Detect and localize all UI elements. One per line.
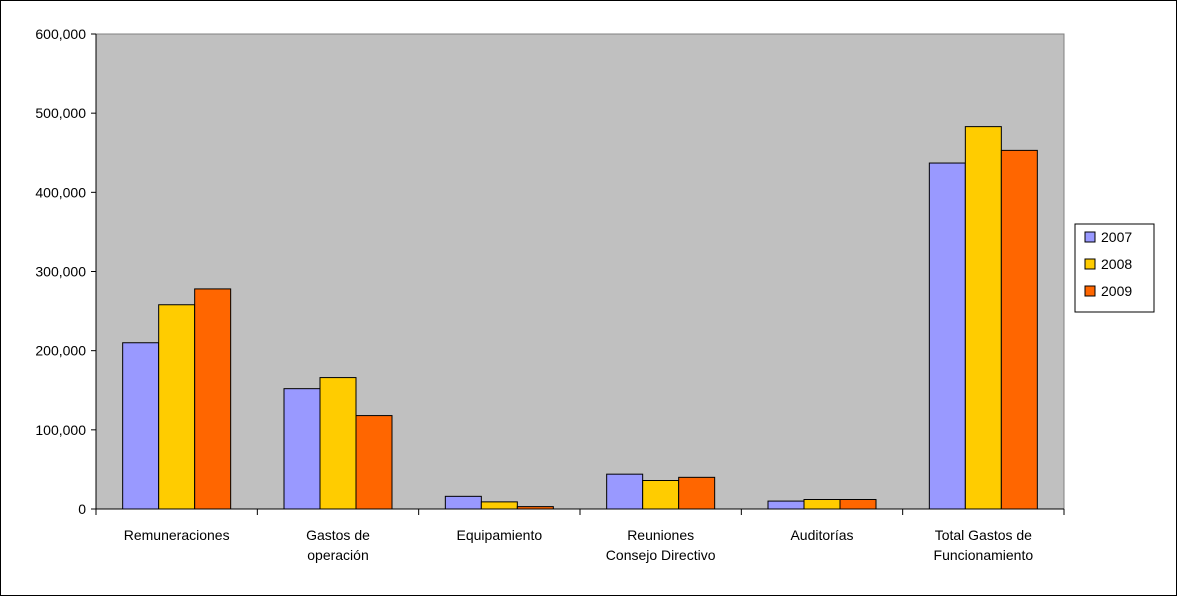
- bar-2009-2: [516, 506, 554, 510]
- bar-2007-1: [283, 388, 321, 510]
- bar-2009-4: [839, 499, 877, 510]
- x-category-label: Equipamiento: [457, 527, 543, 543]
- x-category-label: Gastos de: [306, 527, 370, 543]
- bar-2009-5: [1000, 149, 1038, 510]
- bar-2008-1: [319, 377, 357, 510]
- legend-label: 2009: [1101, 283, 1132, 299]
- legend-label: 2008: [1101, 256, 1132, 272]
- bar-2009-3: [678, 476, 716, 510]
- legend-swatch-2008: [1084, 258, 1096, 270]
- bar-2007-2: [444, 495, 482, 510]
- bar-2008-4: [803, 499, 841, 510]
- x-category-label: Remuneraciones: [124, 527, 230, 543]
- bar-2008-3: [642, 480, 680, 510]
- bar-2008-0: [158, 304, 196, 510]
- y-tick-label: 300,000: [35, 264, 86, 280]
- x-category-label: operación: [307, 547, 369, 563]
- y-tick-label: 0: [78, 501, 86, 517]
- y-tick-label: 200,000: [35, 343, 86, 359]
- plot-area: [95, 33, 1065, 510]
- bar-2007-3: [606, 473, 644, 510]
- legend-label: 2007: [1101, 229, 1132, 245]
- legend-swatch-2009: [1084, 285, 1096, 297]
- x-category-label: Total Gastos de: [935, 527, 1032, 543]
- x-category-label: Funcionamiento: [934, 547, 1034, 563]
- y-tick-label: 100,000: [35, 422, 86, 438]
- bar-2008-5: [964, 126, 1002, 510]
- bar-2009-1: [355, 415, 393, 510]
- y-tick-label: 500,000: [35, 105, 86, 121]
- bar-2008-2: [480, 501, 518, 510]
- legend-swatch-2007: [1084, 231, 1096, 243]
- bar-2009-0: [194, 288, 232, 510]
- bar-2007-0: [122, 342, 160, 510]
- x-category-label: Consejo Directivo: [606, 547, 716, 563]
- y-tick-label: 400,000: [35, 184, 86, 200]
- x-category-label: Auditorías: [790, 527, 853, 543]
- x-category-label: Reuniones: [627, 527, 694, 543]
- bar-2007-5: [928, 162, 966, 510]
- bar-2007-4: [767, 500, 805, 510]
- y-tick-label: 600,000: [35, 26, 86, 42]
